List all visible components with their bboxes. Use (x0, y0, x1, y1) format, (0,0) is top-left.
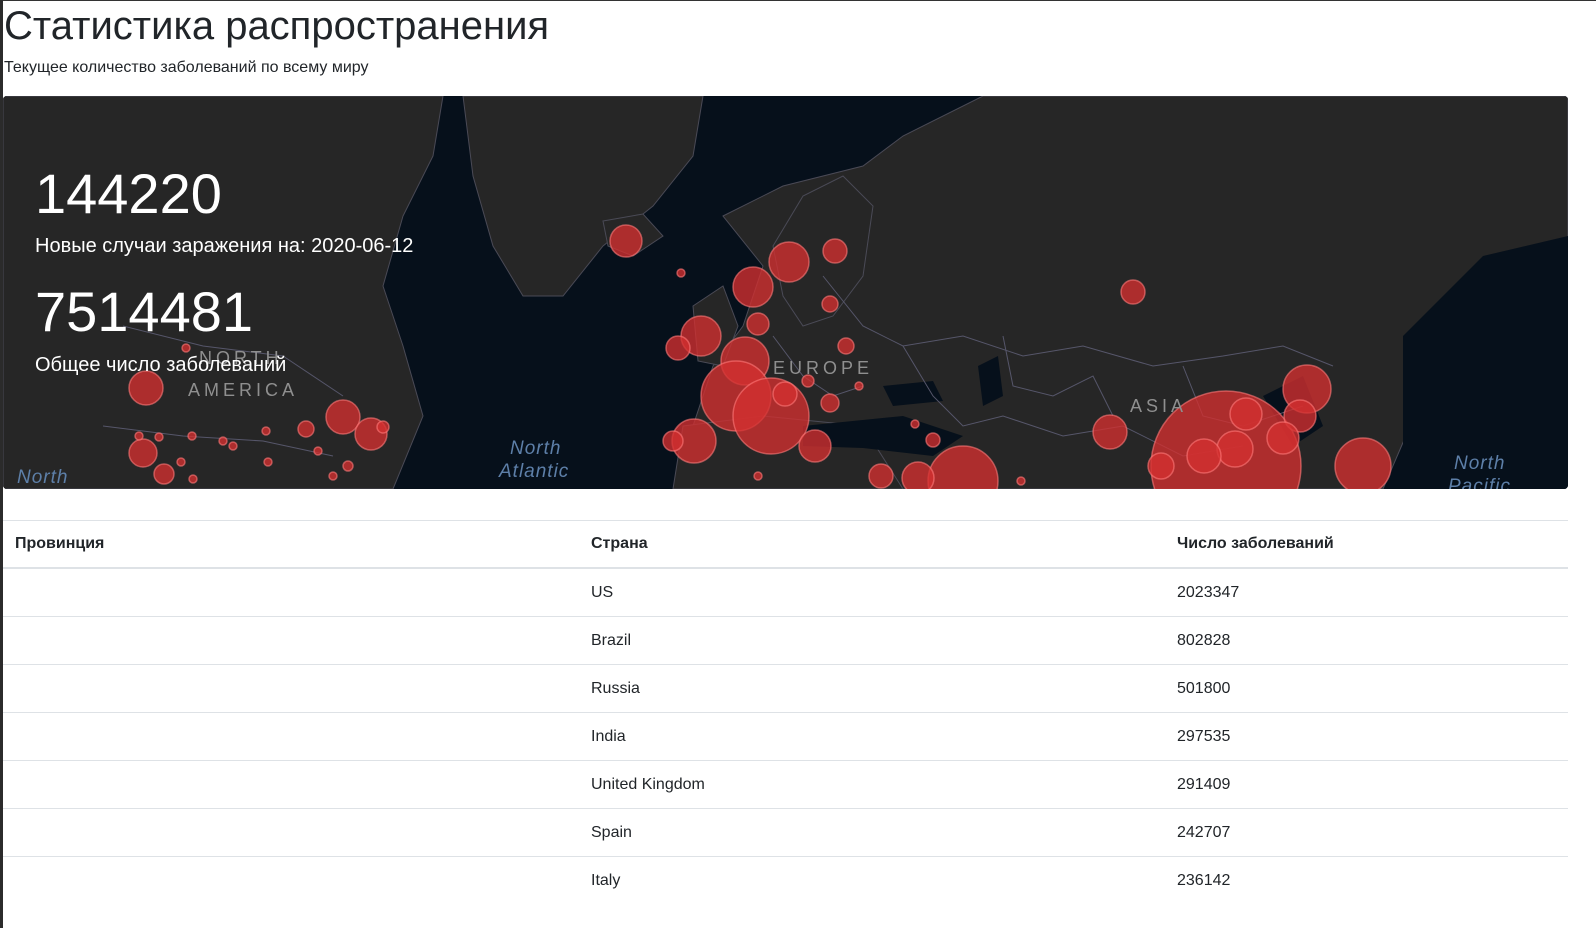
cases-table: Провинция Страна Число заболеваний US 20… (3, 520, 1568, 904)
cases-table-container: Провинция Страна Число заболеваний US 20… (3, 520, 1568, 904)
table-header-row: Провинция Страна Число заболеваний (3, 520, 1568, 569)
cell-country: Italy (579, 856, 1165, 904)
table-row: India 297535 (3, 712, 1568, 761)
left-border (0, 0, 3, 928)
map-label-europe: EUROPE (773, 358, 873, 378)
page-subtitle: Текущее количество заболеваний по всему … (4, 59, 369, 76)
cell-country: Spain (579, 808, 1165, 857)
map-label-north-left: North (17, 467, 68, 488)
table-header: Провинция Страна Число заболеваний (3, 520, 1568, 569)
cell-country: Brazil (579, 616, 1165, 665)
cell-cases: 242707 (1165, 808, 1568, 857)
map-label-north-atlantic-1: North (510, 438, 561, 459)
column-header-province[interactable]: Провинция (3, 520, 579, 569)
cell-country: India (579, 712, 1165, 761)
map-label-north-america-2: AMERICA (188, 380, 298, 400)
map-label-north-atlantic-2: Atlantic (498, 461, 569, 482)
column-header-country[interactable]: Страна (579, 520, 1165, 569)
cell-province (3, 808, 579, 857)
column-header-cases[interactable]: Число заболеваний (1165, 520, 1568, 569)
land-north-america (3, 96, 444, 489)
table-row: Russia 501800 (3, 664, 1568, 713)
land-greenland (462, 96, 704, 297)
total-cases-count: 7514481 (35, 280, 254, 343)
new-cases-count: 144220 (35, 162, 222, 225)
sea-pacific (1403, 236, 1568, 489)
cell-province (3, 567, 579, 617)
cell-province (3, 760, 579, 809)
table-row: United Kingdom 291409 (3, 760, 1568, 809)
cell-country: United Kingdom (579, 760, 1165, 809)
new-cases-label: Новые случаи заражения на: 2020-06-12 (35, 235, 414, 257)
total-cases-label: Общее число заболеваний (35, 354, 287, 376)
cell-country: US (579, 567, 1165, 617)
sea-caspian (978, 356, 1003, 406)
table-row: US 2023347 (3, 567, 1568, 617)
table-row: Spain 242707 (3, 808, 1568, 857)
cell-cases: 802828 (1165, 616, 1568, 665)
page-title: Статистика распространения (4, 4, 550, 48)
map-label-north-pacific-2: Pacific (1448, 476, 1511, 489)
sea-mediterranean (803, 416, 963, 456)
table-row: Brazil 802828 (3, 616, 1568, 665)
map-label-north-pacific-1: North (1454, 453, 1505, 474)
cell-cases: 291409 (1165, 760, 1568, 809)
world-map: NORTH AMERICA EUROPE ASIA North Atlantic… (3, 96, 1568, 489)
table-body: US 2023347 Brazil 802828 Russia 501800 I… (3, 567, 1568, 904)
map-label-asia: ASIA (1130, 396, 1187, 416)
cell-cases: 501800 (1165, 664, 1568, 713)
cell-cases: 2023347 (1165, 567, 1568, 617)
case-bubbles (128, 224, 1392, 489)
hero-map-banner: NORTH AMERICA EUROPE ASIA North Atlantic… (3, 96, 1568, 489)
cell-cases: 297535 (1165, 712, 1568, 761)
cell-country: Russia (579, 664, 1165, 713)
top-border (0, 0, 1596, 1)
cell-province (3, 856, 579, 904)
cell-province (3, 616, 579, 665)
table-row: Italy 236142 (3, 856, 1568, 904)
map-label-north-america-1: NORTH (199, 348, 283, 368)
cell-province (3, 664, 579, 713)
cell-province (3, 712, 579, 761)
cell-cases: 236142 (1165, 856, 1568, 904)
